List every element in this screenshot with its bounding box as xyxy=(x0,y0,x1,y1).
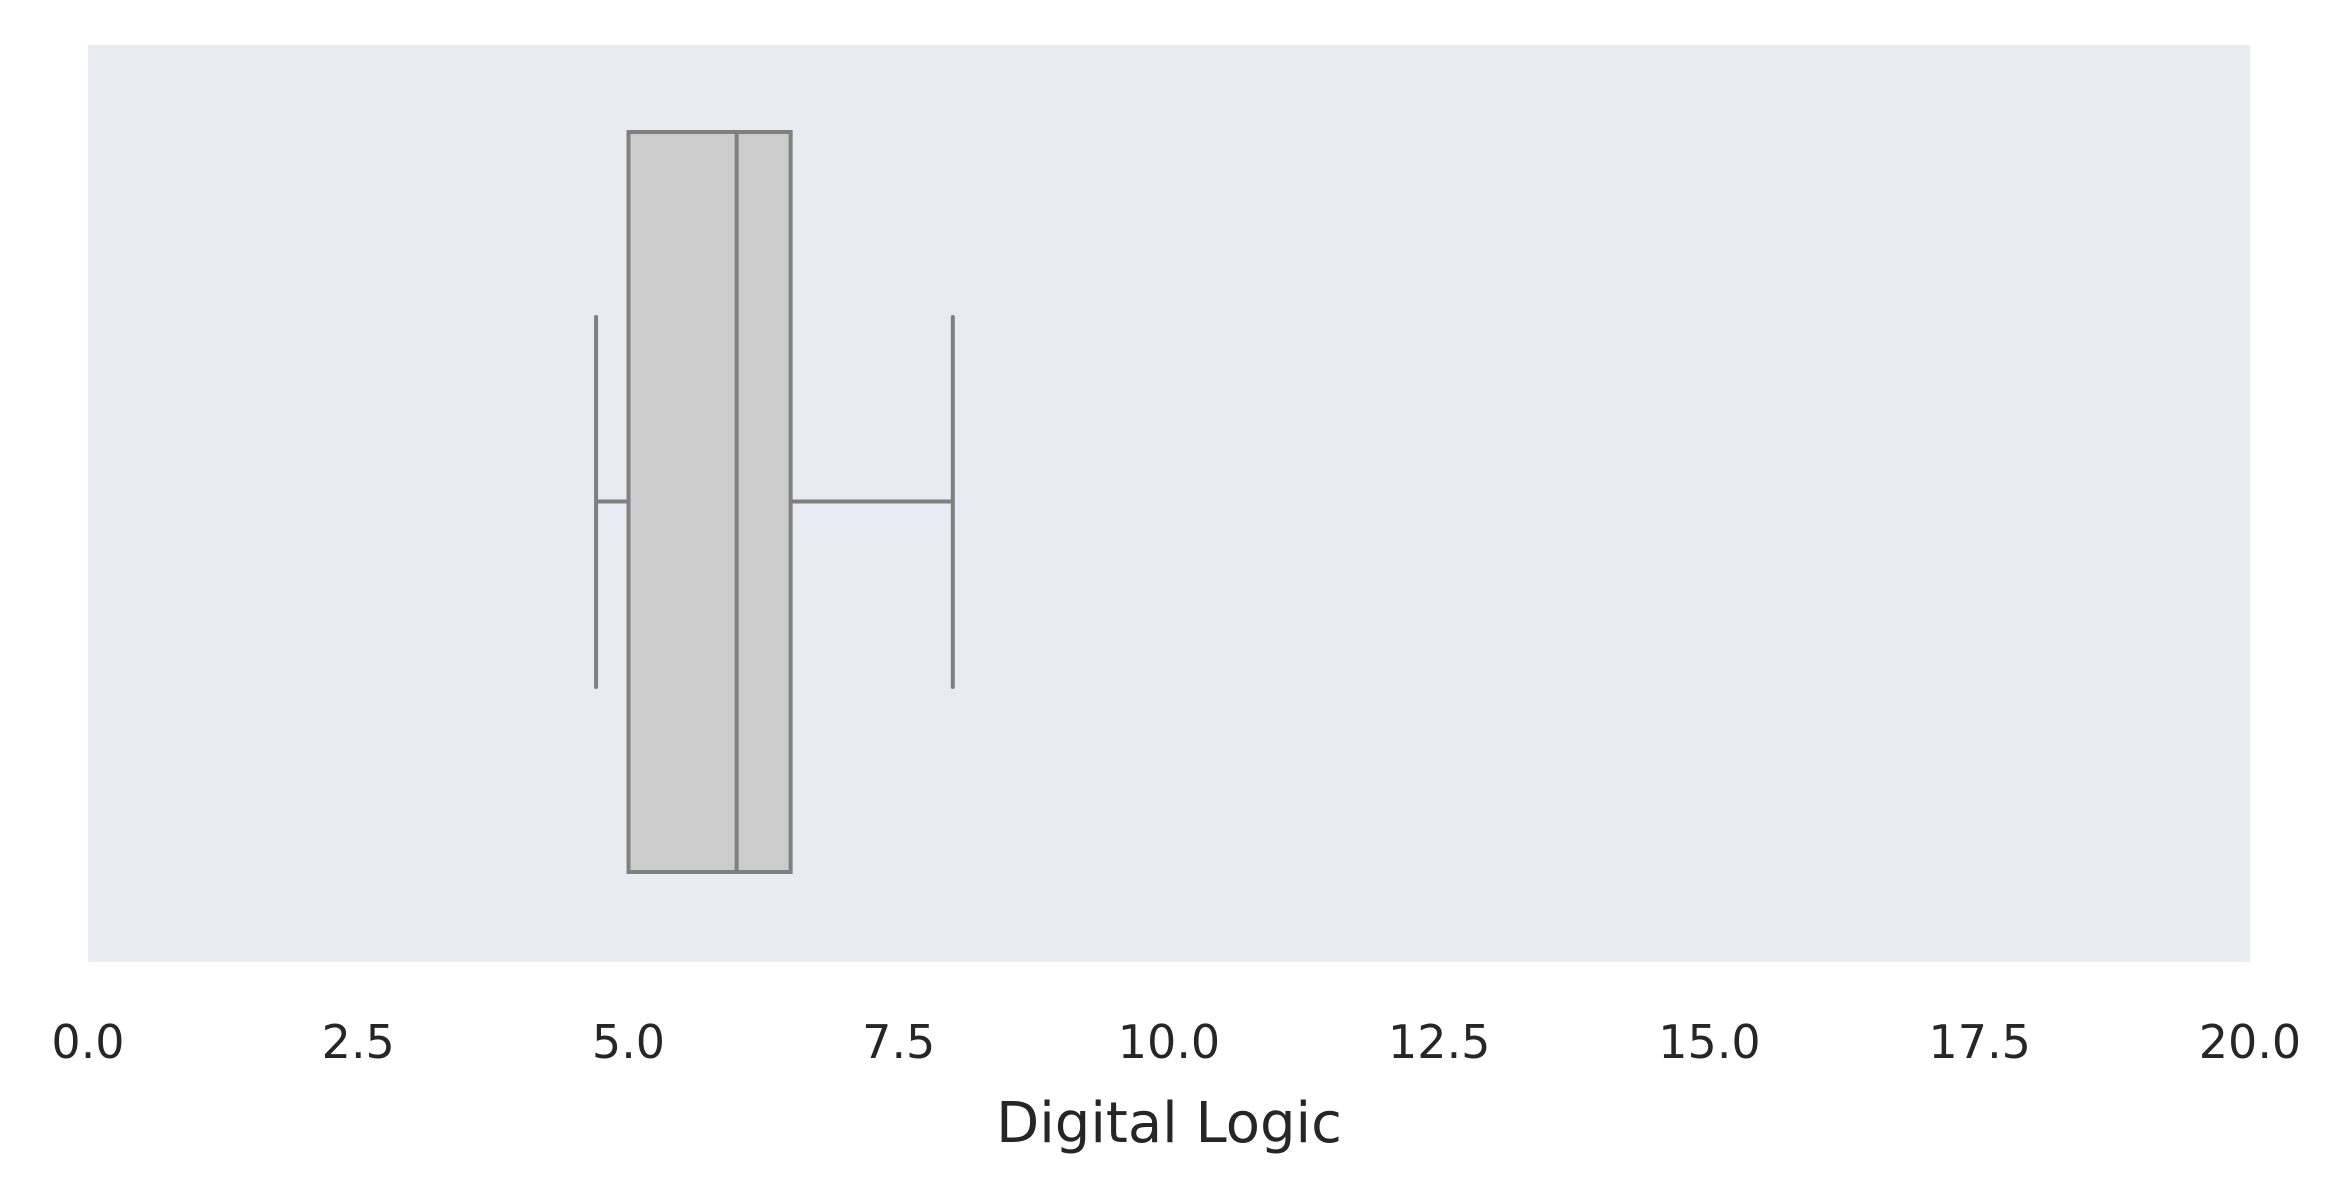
plot-area xyxy=(88,45,2250,962)
x-tick-label: 12.5 xyxy=(1388,1015,1490,1069)
x-tick-label: 0.0 xyxy=(51,1015,124,1069)
box-plot xyxy=(594,130,955,874)
x-tick-label: 15.0 xyxy=(1658,1015,1760,1069)
x-tick-label: 10.0 xyxy=(1118,1015,1220,1069)
x-tick-label: 17.5 xyxy=(1929,1015,2031,1069)
x-tick-label: 7.5 xyxy=(862,1015,935,1069)
x-axis-label: Digital Logic xyxy=(996,1091,1342,1156)
x-tick-label: 20.0 xyxy=(2199,1015,2301,1069)
iqr-box xyxy=(626,130,793,874)
x-tick-label: 2.5 xyxy=(322,1015,395,1069)
x-tick-label: 5.0 xyxy=(592,1015,665,1069)
x-axis-ticks: 0.0 2.5 5.0 7.5 10.0 12.5 15.0 17.5 20.0 xyxy=(51,1015,2301,1069)
